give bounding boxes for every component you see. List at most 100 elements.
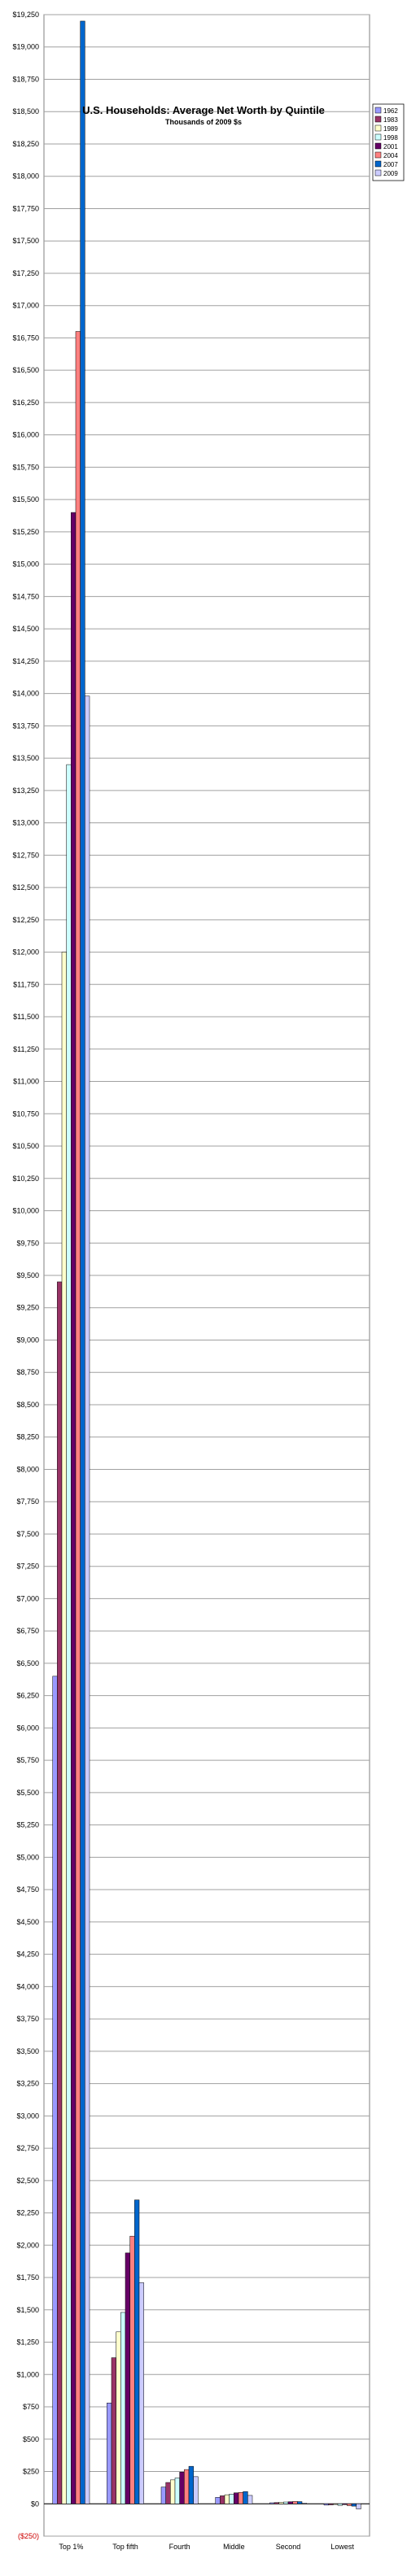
y-tick-label: $10,000	[12, 1207, 39, 1215]
y-tick-label: $11,500	[13, 1013, 39, 1021]
y-tick-label: $5,500	[16, 1789, 39, 1797]
y-tick-label: $4,500	[16, 1918, 39, 1926]
bar-2007-lowest	[351, 2504, 357, 2507]
legend-label: 2004	[383, 152, 398, 159]
y-axis-ticks: ($250) $0 $250 $500 $750 $1,000 $1,250 $1,500 $1…	[12, 11, 39, 2540]
legend-swatch	[374, 151, 382, 159]
y-tick-label: $6,750	[16, 1627, 39, 1635]
bar-2004-fourth	[184, 2469, 190, 2504]
bar-1983-top-1-	[57, 1281, 63, 2504]
bar-1962-second	[269, 2502, 275, 2504]
bar-2001-top-fifth	[125, 2252, 130, 2504]
bar-2009-middle	[247, 2495, 253, 2504]
y-tick-label: $13,500	[12, 754, 39, 762]
y-tick-label: $3,500	[16, 2047, 39, 2055]
y-tick-label: $2,250	[16, 2209, 39, 2217]
bar-2007-second	[297, 2501, 303, 2504]
y-tick-label: $5,250	[16, 1821, 39, 1829]
y-tick-label: $10,250	[12, 1175, 39, 1183]
y-tick-label: $10,750	[12, 1109, 39, 1118]
y-tick-label: $16,250	[12, 399, 39, 407]
y-tick-label: $750	[23, 2403, 39, 2411]
bar-2004-top-1-	[75, 331, 81, 2504]
y-tick-label: $18,000	[12, 172, 39, 181]
bar-1983-fourth	[165, 2482, 171, 2504]
y-tick-label: $4,250	[16, 1951, 39, 1959]
bar-1998-second	[283, 2501, 289, 2504]
bar-2004-second	[292, 2501, 298, 2504]
y-tick-label: $7,750	[16, 1497, 39, 1506]
bar-1962-middle	[215, 2497, 221, 2504]
legend-swatch	[374, 169, 382, 177]
gridlines	[44, 14, 370, 2537]
y-tick-label: $19,250	[12, 11, 39, 19]
bar-2009-top-fifth	[138, 2282, 144, 2504]
bar-1962-top-1-	[52, 1676, 58, 2504]
y-tick-label: ($250)	[18, 2532, 39, 2540]
y-tick-label: $15,500	[12, 495, 39, 503]
bar-2009-lowest	[356, 2504, 361, 2509]
bar-1989-second	[278, 2502, 284, 2504]
legend-label: 1989	[383, 125, 398, 133]
y-tick-label: $9,250	[16, 1304, 39, 1312]
bar-1998-middle	[229, 2494, 234, 2504]
y-tick-label: $17,000	[12, 302, 39, 310]
y-tick-label: $11,000	[13, 1078, 39, 1086]
y-tick-label: $18,500	[12, 107, 39, 116]
y-tick-label: $6,500	[16, 1659, 39, 1667]
y-tick-label: $3,000	[16, 2112, 39, 2120]
y-tick-label: $6,000	[16, 1724, 39, 1732]
legend-label: 1983	[383, 116, 398, 124]
bar-2004-top-fifth	[129, 2235, 135, 2504]
bar-1983-top-fifth	[111, 2357, 116, 2504]
y-tick-label: $17,250	[12, 269, 39, 277]
legend-swatch	[374, 124, 382, 132]
bar-1983-middle	[220, 2495, 225, 2504]
legend-label: 1962	[383, 107, 398, 115]
y-tick-label: $3,250	[16, 2080, 39, 2088]
y-tick-label: $15,250	[12, 528, 39, 536]
y-tick-label: $13,750	[12, 721, 39, 730]
y-tick-label: $4,750	[16, 1885, 39, 1894]
y-tick-label: $6,250	[16, 1692, 39, 1700]
y-tick-label: $18,250	[12, 140, 39, 148]
y-tick-label: $11,750	[13, 980, 39, 988]
legend-label: 1998	[383, 134, 398, 142]
y-tick-label: $16,750	[12, 333, 39, 342]
x-tick-label: Top 1%	[59, 2543, 83, 2551]
legend-swatch	[374, 142, 382, 150]
y-tick-label: $14,500	[12, 625, 39, 633]
y-tick-label: $10,500	[12, 1142, 39, 1150]
x-tick-label: Fourth	[169, 2543, 190, 2551]
y-tick-label: $8,250	[16, 1433, 39, 1441]
bar-2007-top-1-	[80, 20, 85, 2504]
y-tick-label: $8,750	[16, 1368, 39, 1376]
chart-title: U.S. Households: Average Net Worth by Qu…	[82, 104, 325, 116]
y-tick-label: $1,250	[16, 2338, 39, 2347]
bar-1989-top-1-	[61, 952, 67, 2504]
y-tick-label: $7,000	[16, 1594, 39, 1602]
y-tick-label: $2,500	[16, 2177, 39, 2185]
bar-2007-middle	[243, 2491, 248, 2504]
bars	[52, 20, 361, 2509]
y-tick-label: $250	[23, 2468, 39, 2476]
x-tick-label: Top fifth	[112, 2543, 138, 2551]
bar-2004-middle	[238, 2492, 243, 2504]
y-tick-label: $17,750	[12, 204, 39, 212]
y-tick-label: $1,500	[16, 2306, 39, 2314]
y-tick-label: $0	[31, 2500, 39, 2508]
legend-label: 2007	[383, 161, 398, 168]
bar-2001-fourth	[179, 2472, 185, 2504]
y-tick-label: $14,250	[12, 657, 39, 665]
legend-label: 2001	[383, 143, 398, 150]
y-tick-label: $2,750	[16, 2144, 39, 2152]
y-tick-label: $17,500	[12, 237, 39, 245]
y-tick-label: $3,750	[16, 2015, 39, 2023]
y-tick-label: $15,750	[12, 463, 39, 471]
y-tick-label: $7,250	[16, 1563, 39, 1571]
x-tick-label: Lowest	[330, 2543, 354, 2551]
y-tick-label: $13,250	[12, 787, 39, 795]
bar-1998-fourth	[174, 2478, 180, 2504]
